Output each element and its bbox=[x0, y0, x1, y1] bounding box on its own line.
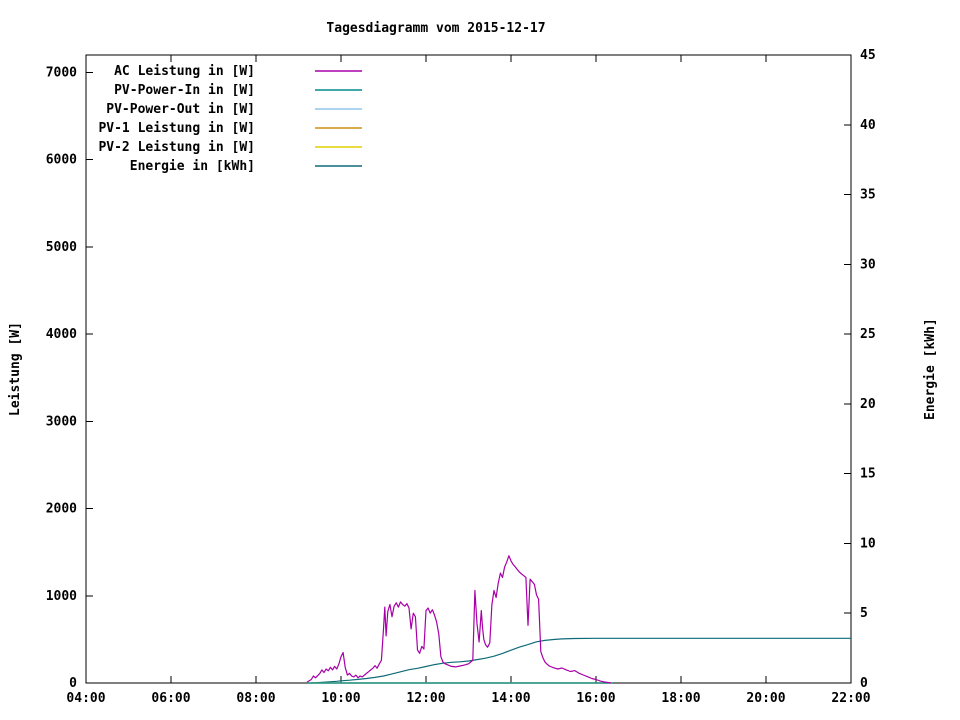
x-tick-label: 06:00 bbox=[151, 691, 190, 706]
x-tick-label: 20:00 bbox=[746, 691, 785, 706]
x-tick-label: 18:00 bbox=[661, 691, 700, 706]
y-right-tick-label: 20 bbox=[860, 397, 876, 412]
series-energie-in-kwh bbox=[311, 637, 851, 684]
y-right-tick-label: 15 bbox=[860, 467, 876, 482]
y-left-tick-label: 2000 bbox=[46, 502, 77, 517]
x-tick-label: 14:00 bbox=[491, 691, 530, 706]
x-tick-label: 10:00 bbox=[321, 691, 360, 706]
series-ac-leistung-in-w bbox=[306, 555, 612, 684]
y-left-tick-label: 1000 bbox=[46, 589, 77, 604]
chart-title: Tagesdiagramm vom 2015-12-17 bbox=[326, 21, 546, 36]
y-right-tick-label: 40 bbox=[860, 118, 876, 133]
y-right-tick-label: 45 bbox=[860, 48, 876, 63]
legend-label: Energie in [kWh] bbox=[130, 159, 255, 174]
y-left-tick-label: 7000 bbox=[46, 65, 77, 80]
legend-label: PV-Power-Out in [W] bbox=[106, 102, 255, 117]
x-tick-label: 12:00 bbox=[406, 691, 445, 706]
legend-label: PV-1 Leistung in [W] bbox=[98, 121, 255, 136]
legend-label: PV-Power-In in [W] bbox=[114, 83, 255, 98]
y-right-tick-label: 5 bbox=[860, 606, 868, 621]
y-left-tick-label: 0 bbox=[69, 676, 77, 691]
y-left-tick-label: 3000 bbox=[46, 414, 77, 429]
legend-label: PV-2 Leistung in [W] bbox=[98, 140, 255, 155]
y-right-tick-label: 0 bbox=[860, 676, 868, 691]
y-right-tick-label: 35 bbox=[860, 188, 876, 203]
legend-label: AC Leistung in [W] bbox=[114, 64, 255, 79]
x-tick-label: 04:00 bbox=[66, 691, 105, 706]
x-tick-label: 16:00 bbox=[576, 691, 615, 706]
y-left-tick-label: 5000 bbox=[46, 240, 77, 255]
y-left-tick-label: 6000 bbox=[46, 153, 77, 168]
y-left-tick-label: 4000 bbox=[46, 327, 77, 342]
y-right-tick-label: 10 bbox=[860, 536, 876, 551]
x-tick-label: 08:00 bbox=[236, 691, 275, 706]
y-right-tick-label: 25 bbox=[860, 327, 876, 342]
y-right-tick-label: 30 bbox=[860, 257, 876, 272]
x-tick-label: 22:00 bbox=[831, 691, 870, 706]
